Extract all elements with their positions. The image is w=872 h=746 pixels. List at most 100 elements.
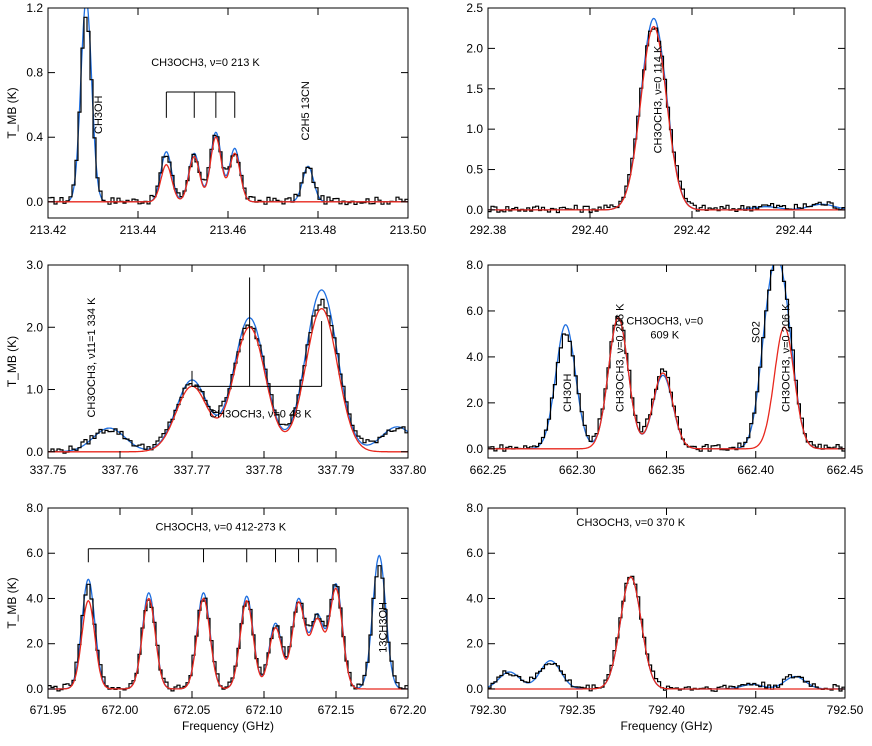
x-tick-label: 672.00 [102, 703, 139, 717]
model-blue-line [488, 17, 845, 211]
model-red-line [488, 25, 845, 211]
x-tick-label: 337.77 [174, 463, 211, 477]
y-tick-label: 4.0 [466, 591, 483, 605]
observed-spectrum-line [48, 298, 408, 454]
x-tick-label: 662.45 [827, 463, 864, 477]
y-tick-label: 0.5 [466, 163, 483, 177]
y-tick-label: 2.0 [26, 637, 43, 651]
panel-6: 792.30 792.35 792.40 792.45 792.50 0.0 2.0 4.0 6… [466, 501, 863, 733]
line-annotation: CH3OH [562, 373, 574, 412]
line-annotation: CH3OCH3, ν=0 213 K [151, 57, 260, 69]
y-tick-label: 0.0 [26, 445, 43, 459]
line-annotation: C2H5 13CN [300, 81, 312, 140]
y-tick-label: 0.4 [26, 130, 43, 144]
line-annotation: CH3OCH3, ν=0 48 K [209, 409, 312, 421]
x-tick-label: 292.38 [470, 223, 507, 237]
plot-area [48, 554, 408, 692]
line-annotation: CH3OCH3, ν=0 206 K [781, 303, 793, 412]
x-tick-label: 662.35 [648, 463, 685, 477]
x-tick-label: 672.10 [246, 703, 283, 717]
y-tick-label: 6.0 [466, 304, 483, 318]
x-tick-label: 213.48 [300, 223, 337, 237]
y-tick-label: 8.0 [466, 501, 483, 515]
y-tick-label: 2.0 [466, 396, 483, 410]
x-tick-label: 337.76 [102, 463, 139, 477]
x-tick-label: 671.95 [30, 703, 67, 717]
y-tick-label: 0.0 [466, 203, 483, 217]
x-tick-label: 672.15 [318, 703, 355, 717]
x-tick-label: 213.50 [390, 223, 427, 237]
y-tick-label: 8.0 [26, 501, 43, 515]
panel-5: 671.95 672.00 672.05 672.10 672.15 672.20 0.0 2… [5, 501, 427, 733]
y-tick-label: 2.0 [466, 41, 483, 55]
y-tick-label: 0.0 [466, 682, 483, 696]
x-axis-title: Frequency (GHz) [182, 719, 274, 733]
panel-3: 337.75 337.76 337.77 337.78 337.79 337.80 0.0 1… [5, 258, 427, 477]
observed-spectrum-line [48, 565, 408, 692]
y-axis-title: T_MB (K) [5, 336, 19, 387]
x-tick-label: 792.40 [648, 703, 685, 717]
model-red-line [48, 136, 408, 203]
y-tick-label: 0.8 [26, 66, 43, 80]
observed-spectrum-line [488, 265, 845, 452]
x-tick-label: 672.20 [390, 703, 427, 717]
model-red-line [48, 307, 408, 453]
observed-spectrum-line [48, 16, 408, 206]
plot-area [488, 17, 845, 214]
y-tick-label: 1.2 [26, 1, 43, 15]
y-tick-label: 8.0 [466, 258, 483, 272]
plot-area [48, 8, 408, 206]
y-tick-label: 2.0 [466, 637, 483, 651]
line-annotation: CH3OCH3, ν=0 [626, 316, 703, 328]
model-blue-line [488, 576, 845, 690]
y-axis-title: T_MB (K) [5, 577, 19, 628]
y-tick-label: 1.0 [466, 122, 483, 136]
x-tick-label: 337.78 [246, 463, 283, 477]
y-tick-label: 4.0 [466, 350, 483, 364]
x-tick-label: 337.79 [318, 463, 355, 477]
x-tick-label: 292.44 [776, 223, 813, 237]
line-annotation: CH3OH [93, 95, 105, 134]
model-red-line [48, 587, 408, 690]
x-tick-label: 213.44 [120, 223, 157, 237]
observed-spectrum-line [488, 575, 845, 692]
x-tick-label: 662.30 [559, 463, 596, 477]
y-tick-label: 1.5 [466, 82, 483, 96]
line-annotation: CH3OCH3, ν11=1 334 K [86, 297, 98, 418]
x-tick-label: 213.42 [30, 223, 67, 237]
x-tick-label: 213.46 [210, 223, 247, 237]
plot-area [48, 289, 408, 454]
y-axis-title: T_MB (K) [5, 87, 19, 138]
x-tick-label: 662.25 [470, 463, 507, 477]
x-tick-label: 337.80 [390, 463, 427, 477]
axes-frame [47, 264, 409, 459]
model-red-line [488, 576, 845, 690]
axes-frame [47, 507, 409, 699]
line-annotation: CH3OCH3, ν=0 412-273 K [156, 522, 287, 534]
observed-spectrum-line [488, 27, 845, 214]
line-annotation: CH3OCH3, ν=0 370 K [577, 517, 686, 529]
y-tick-label: 0.0 [26, 195, 43, 209]
x-axis-title: Frequency (GHz) [620, 719, 712, 733]
x-tick-label: 792.50 [827, 703, 864, 717]
y-tick-label: 3.0 [26, 258, 43, 272]
y-tick-label: 4.0 [26, 591, 43, 605]
y-tick-label: 1.0 [26, 383, 43, 397]
line-annotation: SO2 [750, 321, 762, 343]
plot-area [488, 575, 845, 692]
y-tick-label: 6.0 [466, 546, 483, 560]
y-tick-label: 0.0 [26, 682, 43, 696]
panel-1: 213.42 213.44 213.46 213.48 213.50 0.0 0.4 0.8 1… [5, 1, 427, 237]
y-tick-label: 2.5 [466, 1, 483, 15]
y-tick-label: 0.0 [466, 442, 483, 456]
line-annotation: 609 K [650, 330, 679, 342]
x-tick-label: 792.45 [737, 703, 774, 717]
line-annotation: 13CH3OH [377, 602, 389, 653]
axes-frame [487, 7, 846, 219]
x-tick-label: 292.42 [674, 223, 711, 237]
panel-2: 292.38 292.40 292.42 292.44 0.0 0.5 1.0 1.5 2.0 2… [466, 1, 846, 237]
panel-4: 662.25 662.30 662.35 662.40 662.45 0.0 2.0 4.0 6… [466, 258, 863, 477]
x-tick-label: 792.35 [559, 703, 596, 717]
x-tick-label: 672.05 [174, 703, 211, 717]
